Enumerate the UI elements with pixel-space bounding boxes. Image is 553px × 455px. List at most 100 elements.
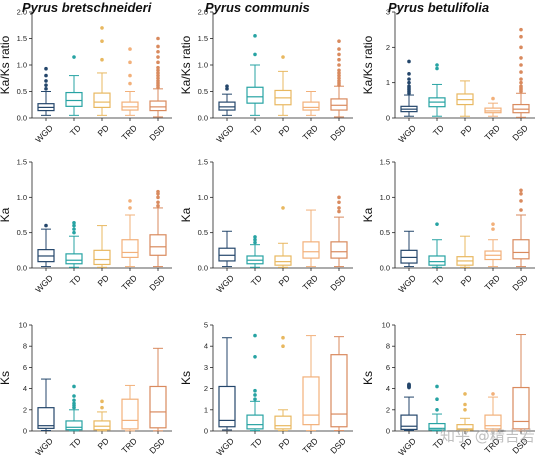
- panel-4-x-tick-label-trd: TRD: [120, 273, 139, 292]
- panel-4-y-tick-label: 1.0: [17, 193, 27, 202]
- species-title-communis: Pyrus communis: [205, 0, 310, 15]
- panel-2-dsd-outlier: [337, 57, 341, 62]
- panel-1-trd-outlier: [128, 60, 132, 65]
- panel-6-x-tick-label-dsd: DSD: [510, 273, 530, 293]
- panel-5-td-outlier: [253, 237, 257, 242]
- panel-4-y-tick-label: 0.5: [17, 228, 27, 237]
- panel-8-x-tick-label-trd: TRD: [301, 436, 320, 455]
- panel-1-wgd-outlier: [44, 79, 48, 83]
- panel-4-trd-box: [121, 239, 139, 259]
- panel-7-x-tick-label-dsd: DSD: [147, 436, 167, 455]
- panel-8-x-tick-label-wgd: WGD: [214, 436, 236, 455]
- panel-8-td-outlier: [253, 355, 257, 359]
- panel-4-x-tick-label-pd: PD: [96, 273, 111, 288]
- panel-5-y-axis-label: Ka: [179, 207, 193, 222]
- panel-6-y-tick-label: 1.5: [380, 158, 390, 167]
- panel-3-dsd-outlier: [519, 80, 523, 85]
- panel-4-trd-outlier: [128, 199, 132, 203]
- panel-2-y-tick-label: 2.0: [198, 8, 208, 17]
- panel-8-wgd-box: [218, 385, 236, 428]
- panel-3-y-tick-label: 2: [386, 43, 390, 52]
- panel-9-wgd-box: [400, 414, 418, 431]
- panel-9-td-outlier: [435, 408, 439, 412]
- panel-2-td-box: [246, 86, 264, 104]
- panel-2-dsd-outlier: [337, 76, 341, 81]
- panel-3-y-axis-label: Ka/Ks ratio: [361, 35, 375, 94]
- panel-1-dsd-outlier: [156, 68, 160, 73]
- panel-9-y-tick-label: 6: [386, 363, 390, 372]
- panel-3-dsd-outlier: [519, 77, 523, 81]
- panel-1-trd-outlier: [128, 73, 132, 78]
- panel-2-x-tick-label-wgd: WGD: [214, 123, 236, 145]
- panel-9-td-outlier: [435, 384, 439, 389]
- panel-1-trd-box: [121, 101, 139, 111]
- panel-1-x-tick-label-wgd: WGD: [33, 123, 55, 145]
- panel-7-td-outlier: [72, 398, 76, 403]
- panel-8-td-outlier: [253, 393, 257, 397]
- panel-2-x-tick-label-dsd: DSD: [328, 123, 348, 143]
- panel-5-dsd-outlier: [337, 200, 341, 205]
- panel-9-td-outlier: [435, 397, 439, 402]
- panel-3-dsd-outlier: [519, 56, 523, 60]
- panel-7-x-tick-label-wgd: WGD: [33, 436, 55, 455]
- panel-7-y-tick-label: 0: [23, 427, 27, 436]
- panel-1-y-tick-label: 0.0: [17, 114, 27, 123]
- panel-9-y-tick-label: 4: [386, 384, 390, 393]
- panel-5-dsd-box: [330, 241, 348, 259]
- panel-5-dsd-outlier: [337, 209, 341, 214]
- panel-1-dsd-outlier: [156, 36, 160, 41]
- panel-4-td-box: [65, 253, 83, 265]
- panel-8-dsd-box: [330, 354, 348, 428]
- panel-4-x-tick-label-td: TD: [68, 273, 83, 288]
- panel-9-pd-box: [456, 424, 474, 431]
- panel-9-y-tick-label: 10: [382, 321, 390, 330]
- panel-3-x-tick-label-trd: TRD: [483, 123, 502, 142]
- panel-8-td-outlier: [253, 333, 257, 338]
- panel-5-trd-box: [302, 241, 320, 259]
- panel-7-y-tick-label: 4: [23, 384, 27, 393]
- panel-5-y-tick-label: 0.0: [198, 264, 208, 273]
- panel-3-wgd-outlier: [407, 59, 411, 64]
- panel-1-dsd-outlier: [156, 65, 160, 70]
- panel-3-wgd-outlier: [407, 80, 411, 85]
- panel-9-y-axis-label: Ks: [361, 371, 375, 385]
- panel-7-td-outlier: [72, 401, 76, 406]
- panel-7-x-tick-label-trd: TRD: [120, 436, 139, 455]
- panel-5-x-tick-label-trd: TRD: [301, 273, 320, 292]
- panel-6-x-tick-label-pd: PD: [459, 273, 474, 288]
- panel-6-dsd-outlier: [519, 208, 523, 212]
- panel-4-dsd-box: [149, 234, 167, 256]
- panel-2-wgd-box: [218, 101, 236, 111]
- panel-3-wgd-outlier: [407, 72, 411, 76]
- panel-1-dsd-box: [149, 100, 167, 112]
- panel-8-y-tick-label: 1: [204, 405, 208, 414]
- panel-5-x-tick-label-wgd: WGD: [214, 273, 236, 295]
- panel-6-trd-outlier: [491, 227, 495, 231]
- panel-7-y-tick-label: 8: [23, 342, 27, 351]
- panel-9-x-tick-label-wgd: WGD: [396, 436, 418, 455]
- panel-6-x-tick-label-wgd: WGD: [396, 273, 418, 295]
- panel-2-td-outlier: [253, 52, 257, 57]
- panel-1-dsd-outlier: [156, 49, 160, 54]
- species-title-bretschneideri: Pyrus bretschneideri: [22, 0, 152, 15]
- species-title-betulifolia: Pyrus betulifolia: [388, 0, 490, 15]
- panel-1-x-tick-label-pd: PD: [96, 123, 111, 138]
- panel-1-x-tick-label-td: TD: [68, 123, 83, 138]
- panel-8-pd-outlier: [281, 344, 285, 349]
- panel-1-dsd-outlier: [156, 55, 160, 59]
- panel-8-x-tick-label-td: TD: [249, 436, 264, 451]
- panel-6-y-tick-label: 0.0: [380, 264, 390, 273]
- panel-2-y-axis-label: Ka/Ks ratio: [179, 35, 193, 94]
- panel-7-pd-outlier: [100, 399, 104, 404]
- panel-1-wgd-outlier: [44, 83, 48, 87]
- panel-9-y-tick-label: 0: [386, 427, 390, 436]
- panel-2-dsd-outlier: [337, 63, 341, 67]
- panel-6-td-box: [428, 255, 446, 266]
- panel-5-td-outlier: [253, 235, 257, 239]
- panel-7-trd-box: [121, 398, 139, 430]
- panel-3-dsd-outlier: [519, 63, 523, 67]
- panel-1-dsd-outlier: [156, 73, 160, 78]
- panel-6-y-axis-label: Ka: [361, 207, 375, 222]
- panel-4-td-outlier: [72, 223, 76, 228]
